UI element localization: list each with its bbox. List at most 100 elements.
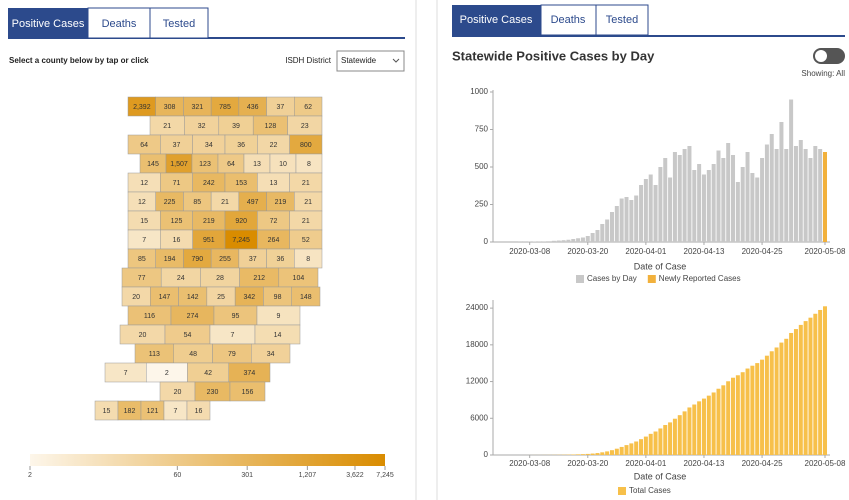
- district-select-value[interactable]: Statewide: [341, 56, 377, 65]
- county-label: 34: [267, 351, 275, 358]
- county-label: 7: [174, 408, 178, 415]
- legend-swatch: [618, 487, 626, 495]
- tab[interactable]: [452, 5, 541, 35]
- county-label: 2: [165, 370, 169, 377]
- tab-label[interactable]: Positive Cases: [460, 14, 533, 26]
- bar: [823, 306, 827, 455]
- tab-label[interactable]: Deaths: [551, 14, 586, 26]
- bar: [793, 329, 798, 455]
- x-tick-label: 2020-04-01: [625, 247, 666, 256]
- county-label: 79: [228, 351, 236, 358]
- county-label: 72: [270, 218, 278, 225]
- county[interactable]: [186, 400, 211, 421]
- bar: [692, 404, 697, 455]
- tab[interactable]: [149, 7, 209, 39]
- x-tick-label: 2020-04-25: [742, 247, 783, 256]
- county-label: 156: [242, 389, 254, 396]
- bar: [779, 122, 784, 242]
- tab-label[interactable]: Tested: [163, 18, 195, 30]
- county-label: 64: [140, 142, 148, 149]
- county-label: 123: [199, 161, 211, 168]
- county[interactable]: [251, 343, 291, 364]
- county-label: 34: [205, 142, 213, 149]
- bar: [595, 230, 600, 242]
- tab[interactable]: [87, 7, 151, 39]
- toggle-knob: [815, 50, 827, 62]
- county-label: 25: [217, 294, 225, 301]
- county-label: 321: [191, 104, 203, 111]
- county-label: 2,392: [133, 104, 151, 111]
- county[interactable]: [291, 286, 321, 307]
- tab[interactable]: [595, 4, 649, 36]
- county-label: 37: [277, 104, 285, 111]
- county-label: 13: [270, 180, 278, 187]
- bar: [789, 332, 794, 455]
- county-label: 95: [232, 313, 240, 320]
- bar: [793, 146, 798, 242]
- tab-label[interactable]: Tested: [606, 14, 638, 26]
- bar: [755, 363, 760, 455]
- chart-title: Statewide Positive Cases by Day: [452, 48, 655, 63]
- bar: [571, 454, 576, 455]
- county-label: 10: [279, 161, 287, 168]
- x-tick-label: 2020-04-25: [742, 459, 783, 468]
- bar: [803, 321, 808, 455]
- county-label: 8: [306, 256, 310, 263]
- county-label: 230: [207, 389, 219, 396]
- county-label: 153: [235, 180, 247, 187]
- bar: [687, 407, 692, 455]
- county-label: 64: [227, 161, 235, 168]
- bar: [687, 146, 692, 242]
- county-label: 436: [247, 104, 259, 111]
- bar: [595, 453, 600, 455]
- bar: [643, 436, 648, 455]
- bar: [701, 174, 706, 242]
- y-tick-label: 18000: [466, 340, 489, 349]
- x-axis-title: Date of Case: [634, 261, 687, 271]
- showing-label: Showing: All: [801, 69, 845, 78]
- county-label: 219: [203, 218, 215, 225]
- county-label: 125: [171, 218, 183, 225]
- tab-label[interactable]: Positive Cases: [12, 18, 85, 30]
- county-label: 15: [103, 408, 111, 415]
- legend-label: Total Cases: [629, 486, 671, 495]
- county-label: 7: [231, 332, 235, 339]
- legend-tick-label: 1,207: [299, 472, 317, 479]
- bar: [818, 149, 823, 242]
- bar: [634, 195, 639, 242]
- county-label: 24: [177, 275, 185, 282]
- bar: [706, 170, 711, 242]
- county[interactable]: [229, 381, 266, 402]
- tab[interactable]: [8, 8, 88, 38]
- bar: [605, 451, 610, 455]
- bar: [769, 351, 774, 455]
- bar: [556, 240, 561, 242]
- county-label: 1,507: [170, 161, 188, 168]
- tab-label[interactable]: Deaths: [102, 18, 137, 30]
- bar: [571, 239, 576, 242]
- county-label: 36: [237, 142, 245, 149]
- bar: [648, 433, 653, 455]
- bar: [609, 212, 614, 242]
- county-label: 7: [142, 237, 146, 244]
- bar: [682, 411, 687, 455]
- bar: [561, 240, 566, 242]
- county-label: 9: [277, 313, 281, 320]
- bar: [823, 152, 827, 242]
- county-label: 20: [139, 332, 147, 339]
- county-label: 20: [174, 389, 182, 396]
- bar: [769, 134, 774, 242]
- county-label: 15: [140, 218, 148, 225]
- district-select[interactable]: [336, 50, 405, 72]
- county-label: 255: [219, 256, 231, 263]
- bar: [697, 164, 702, 242]
- bar: [784, 149, 789, 242]
- county-label: 21: [302, 218, 310, 225]
- county-label: 7,245: [232, 237, 250, 244]
- bar: [585, 236, 590, 242]
- county-label: 32: [198, 123, 206, 130]
- bar: [731, 377, 736, 455]
- county-label: 264: [268, 237, 280, 244]
